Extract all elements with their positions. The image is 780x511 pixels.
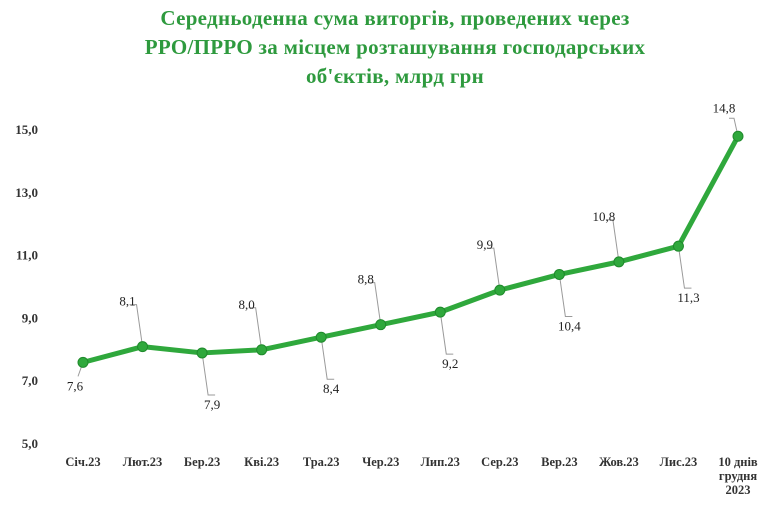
leader-line: [558, 274, 573, 317]
leader-line: [729, 117, 739, 137]
data-label: 8,0: [239, 297, 255, 312]
x-tick-label: Сер.23: [481, 455, 518, 469]
y-tick-label: 11,0: [16, 248, 38, 263]
y-tick-label: 15,0: [15, 122, 38, 137]
chart-title-line-2: РРО/ПРРО за місцем розташування господар…: [144, 35, 646, 59]
leader-line: [486, 247, 501, 291]
data-label: 10,4: [558, 318, 581, 333]
x-tick-label: Жов.23: [599, 455, 639, 469]
x-tick-label: Лис.23: [660, 455, 698, 469]
data-point: [137, 341, 149, 353]
leader-line: [129, 304, 144, 347]
x-tick-label: Лют.23: [123, 455, 163, 469]
data-label: 8,1: [119, 294, 135, 309]
leader-line: [605, 219, 620, 262]
leader-line: [367, 282, 382, 325]
x-tick-label: Кві.23: [244, 455, 279, 469]
data-point: [613, 256, 625, 268]
y-tick-label: 5,0: [22, 436, 38, 451]
data-label: 7,9: [204, 397, 220, 412]
data-point: [732, 130, 744, 142]
leader-line: [677, 246, 692, 289]
data-point: [256, 344, 268, 356]
data-label: 8,4: [323, 381, 340, 396]
data-label: 7,6: [67, 378, 84, 393]
y-tick-label: 7,0: [22, 373, 38, 388]
x-tick-label: Чер.23: [362, 455, 399, 469]
x-tick-label: Тра.23: [303, 455, 340, 469]
leader-line: [320, 337, 335, 380]
data-point: [553, 268, 565, 280]
data-label: 10,8: [593, 209, 616, 224]
chart-title-line-1: Середньоденна сума виторгів, проведених …: [160, 6, 630, 30]
chart-title-line-3: об'єктів, млрд грн: [305, 64, 485, 88]
x-tick-label: Лип.23: [421, 455, 460, 469]
y-tick-label: 13,0: [15, 185, 38, 200]
x-tick-label: Бер.23: [184, 455, 220, 469]
y-tick-label: 9,0: [22, 310, 38, 325]
data-point: [434, 306, 446, 318]
data-point: [315, 331, 327, 343]
data-label: 8,8: [358, 272, 374, 287]
data-point: [375, 319, 387, 331]
data-point: [196, 347, 208, 359]
data-point: [672, 240, 684, 252]
leader-line: [248, 307, 263, 350]
data-label: 11,3: [677, 290, 699, 305]
leader-line: [439, 312, 454, 355]
data-label: 9,2: [442, 356, 458, 371]
data-label: 14,8: [713, 100, 736, 115]
data-label: 9,9: [477, 237, 493, 252]
x-tick-label: 10 днів грудня 2023: [718, 455, 758, 497]
chart-title: Середньоденна сума виторгів, проведених …: [60, 4, 730, 91]
data-point: [494, 284, 506, 296]
x-tick-label: Січ.23: [65, 455, 100, 469]
series-line: [80, 133, 741, 365]
x-tick-label: Вер.23: [541, 455, 577, 469]
leader-line: [201, 352, 216, 396]
data-point: [77, 356, 89, 368]
